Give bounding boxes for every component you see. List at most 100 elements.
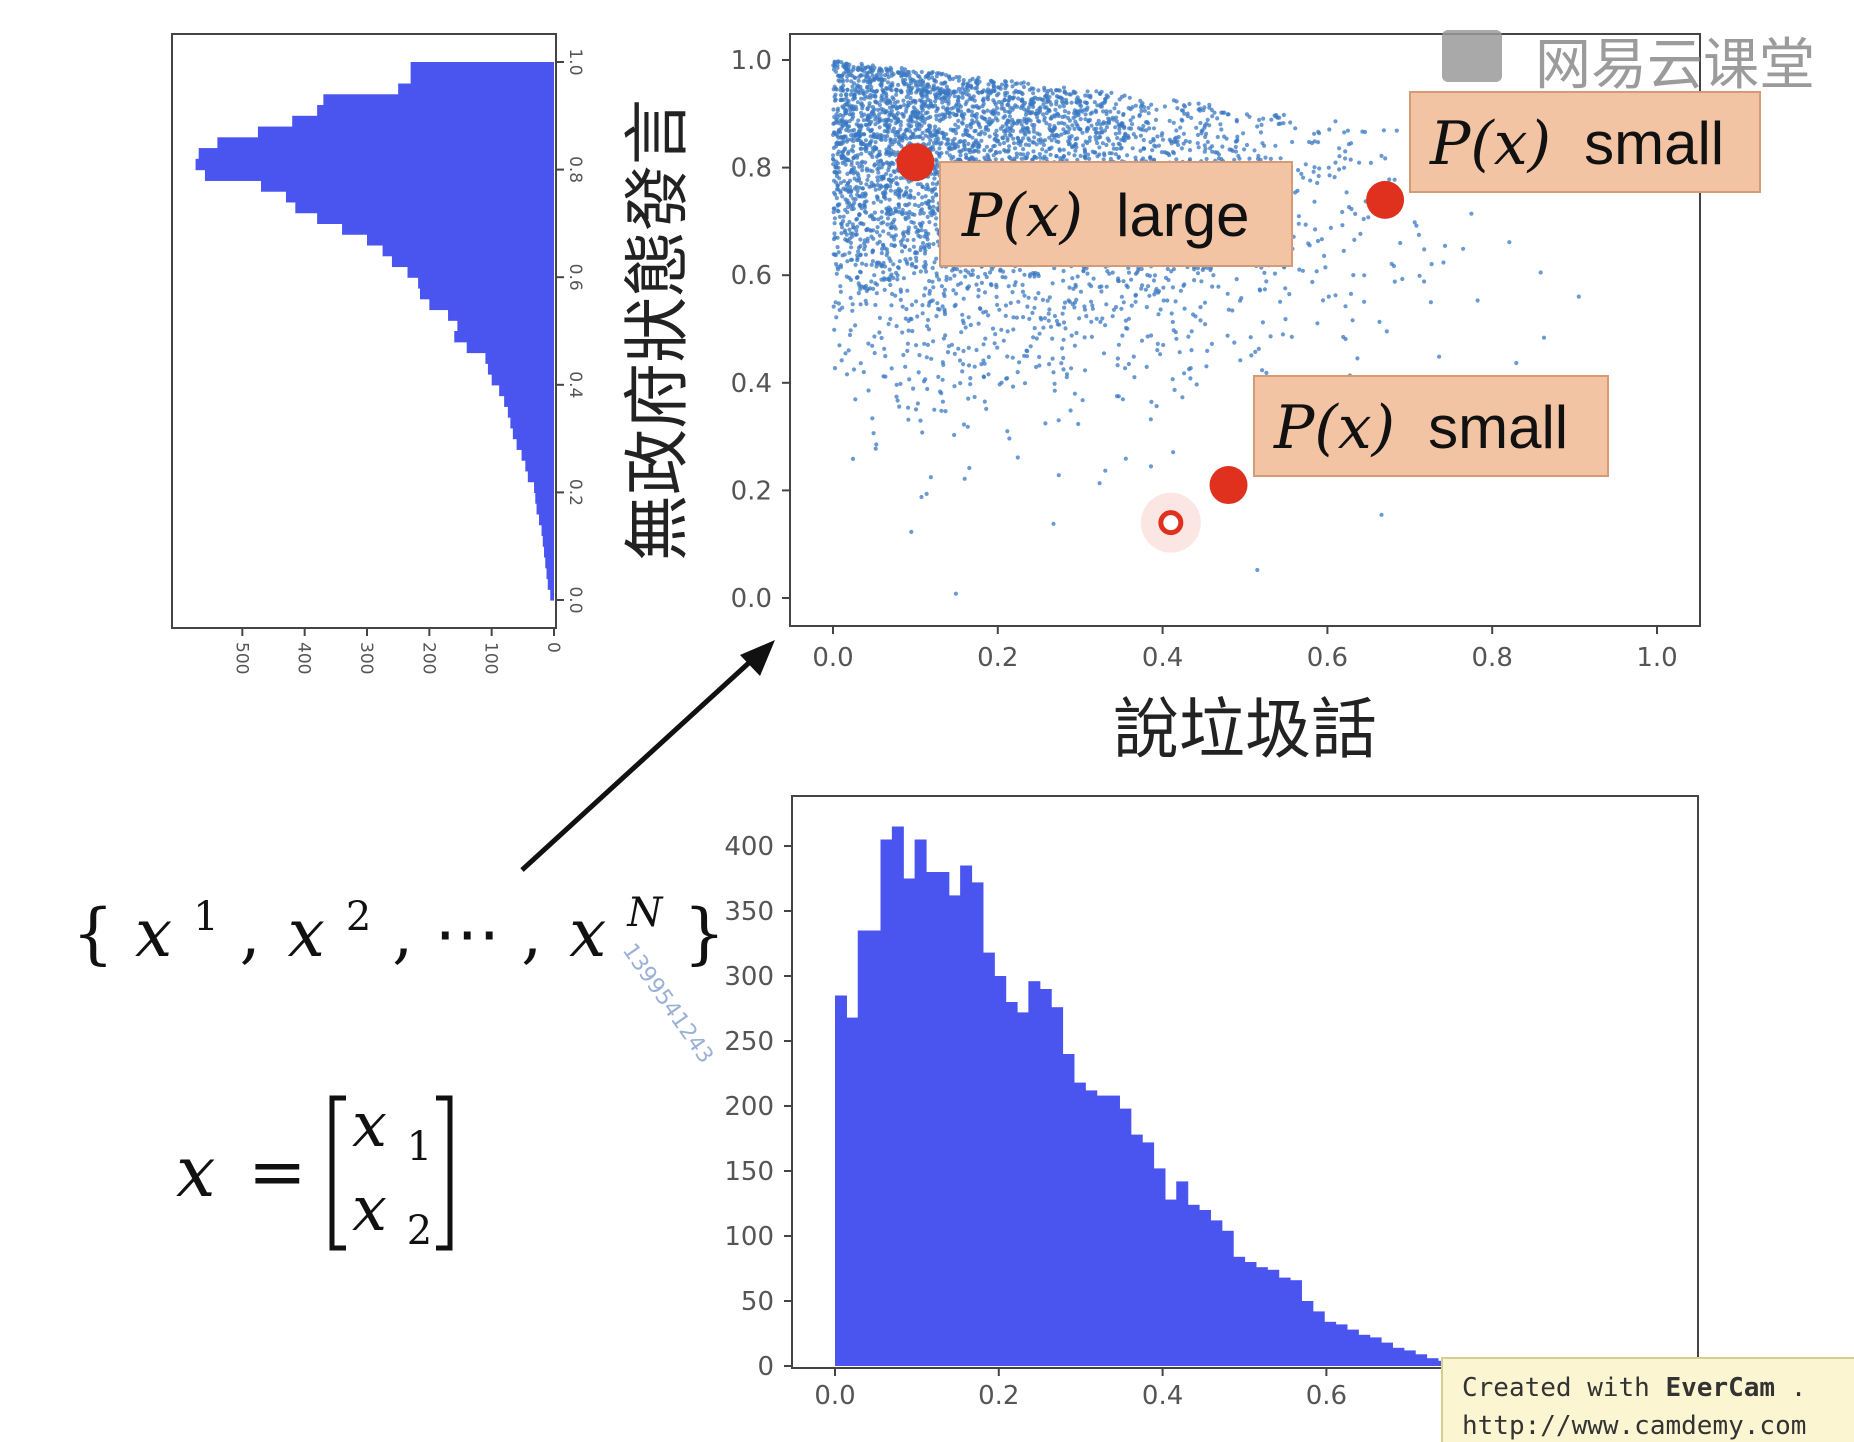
scatter-point bbox=[1026, 81, 1031, 86]
scatter-point bbox=[837, 176, 842, 181]
scatter-point bbox=[976, 149, 981, 154]
scatter-point bbox=[1147, 273, 1152, 278]
scatter-point bbox=[1312, 199, 1317, 204]
scatter-point bbox=[903, 109, 909, 114]
scatter-point bbox=[1158, 307, 1163, 312]
scatter-point bbox=[1098, 319, 1103, 324]
scatter-point bbox=[1117, 124, 1122, 129]
bottom-histogram-y-tick-label: 150 bbox=[724, 1157, 774, 1187]
scatter-point bbox=[858, 287, 863, 292]
scatter-point bbox=[1107, 120, 1112, 126]
scatter-point bbox=[859, 114, 864, 119]
scatter-point bbox=[933, 157, 939, 162]
scatter-point bbox=[947, 77, 953, 82]
scatter-point bbox=[893, 189, 898, 194]
scatter-point bbox=[1296, 168, 1301, 173]
scatter-point bbox=[954, 131, 959, 136]
scatter-point bbox=[1138, 133, 1143, 138]
scatter-point bbox=[1437, 354, 1442, 359]
scatter-point bbox=[926, 199, 931, 204]
scatter-point bbox=[1161, 298, 1166, 303]
scatter-point bbox=[1179, 146, 1184, 151]
scatter-point bbox=[857, 185, 862, 190]
scatter-point bbox=[1054, 139, 1059, 144]
left-histogram-bar bbox=[542, 535, 554, 547]
bottom-histogram-bar bbox=[846, 1017, 859, 1366]
scatter-point bbox=[1111, 146, 1116, 151]
scatter-point bbox=[1022, 100, 1028, 105]
scatter-point bbox=[871, 93, 876, 98]
left-histogram-bar bbox=[536, 503, 554, 515]
scatter-point bbox=[1300, 268, 1305, 273]
scatter-point bbox=[1056, 418, 1061, 423]
scatter-point bbox=[961, 348, 966, 354]
bottom-histogram-bar bbox=[1142, 1142, 1155, 1366]
scatter-point bbox=[1225, 333, 1230, 338]
scatter-point bbox=[944, 73, 949, 78]
scatter-point bbox=[894, 92, 899, 97]
scatter-point bbox=[879, 209, 885, 214]
scatter-point bbox=[858, 180, 864, 186]
scatter-point bbox=[881, 229, 886, 234]
scatter-point bbox=[915, 314, 920, 319]
scatter-point bbox=[901, 98, 906, 103]
scatter-point bbox=[844, 372, 850, 377]
scatter-point bbox=[847, 219, 852, 225]
scatter-point bbox=[858, 253, 863, 258]
scatter-point bbox=[900, 304, 905, 309]
scatter-point bbox=[1022, 131, 1027, 136]
scatter-point bbox=[915, 88, 920, 93]
scatter-point bbox=[1349, 206, 1354, 212]
bottom-histogram-bar bbox=[948, 895, 961, 1366]
scatter-point bbox=[1016, 299, 1021, 304]
scatter-point bbox=[1101, 151, 1107, 156]
scatter-point bbox=[1087, 138, 1092, 143]
scatter-point bbox=[1089, 299, 1094, 304]
scatter-point bbox=[1273, 143, 1278, 148]
scatter-point bbox=[1320, 298, 1326, 303]
scatter-point bbox=[942, 312, 948, 317]
scatter-point bbox=[1355, 356, 1360, 361]
scatter-point bbox=[1046, 311, 1051, 316]
scatter-point bbox=[1188, 376, 1193, 381]
scatter-point bbox=[1101, 351, 1107, 356]
scatter-point bbox=[842, 134, 847, 139]
scatter-point bbox=[868, 140, 873, 145]
scatter-point bbox=[1052, 313, 1057, 319]
scatter-point bbox=[1070, 144, 1075, 149]
scatter-point bbox=[891, 234, 896, 239]
scatter-point bbox=[1108, 109, 1113, 114]
scatter-point bbox=[1133, 299, 1138, 304]
bottom-histogram-bar bbox=[1164, 1199, 1177, 1366]
scatter-point bbox=[927, 278, 932, 284]
scatter-point bbox=[888, 274, 893, 279]
scatter-point bbox=[1333, 160, 1338, 165]
scatter-point bbox=[1362, 129, 1368, 135]
scatter-point bbox=[856, 123, 861, 128]
scatter-y-tick-label: 0.0 bbox=[731, 584, 772, 614]
scatter-point bbox=[1094, 316, 1099, 321]
scatter-point bbox=[1121, 300, 1126, 305]
scatter-point bbox=[1204, 156, 1209, 162]
scatter-point bbox=[843, 156, 849, 161]
annotation-small-bottom-word: small bbox=[1428, 394, 1568, 461]
scatter-point bbox=[1160, 137, 1166, 142]
scatter-point bbox=[995, 118, 1000, 123]
scatter-point bbox=[847, 227, 852, 232]
scatter-point bbox=[1011, 141, 1017, 146]
scatter-point bbox=[1059, 132, 1064, 137]
scatter-point bbox=[924, 269, 929, 274]
scatter-point bbox=[1017, 360, 1022, 365]
scatter-point bbox=[899, 144, 904, 149]
scatter-point bbox=[911, 386, 916, 391]
bottom-histogram-bar bbox=[1392, 1347, 1405, 1366]
scatter-point bbox=[1204, 131, 1209, 136]
scatter-point bbox=[872, 350, 877, 356]
scatter-point bbox=[832, 231, 837, 236]
scatter-point bbox=[837, 141, 842, 146]
bottom-histogram-bar bbox=[1187, 1204, 1200, 1366]
scatter-point bbox=[1007, 114, 1013, 119]
scatter-point bbox=[1173, 299, 1178, 304]
scatter-point bbox=[852, 176, 857, 181]
scatter-point bbox=[1061, 147, 1066, 152]
